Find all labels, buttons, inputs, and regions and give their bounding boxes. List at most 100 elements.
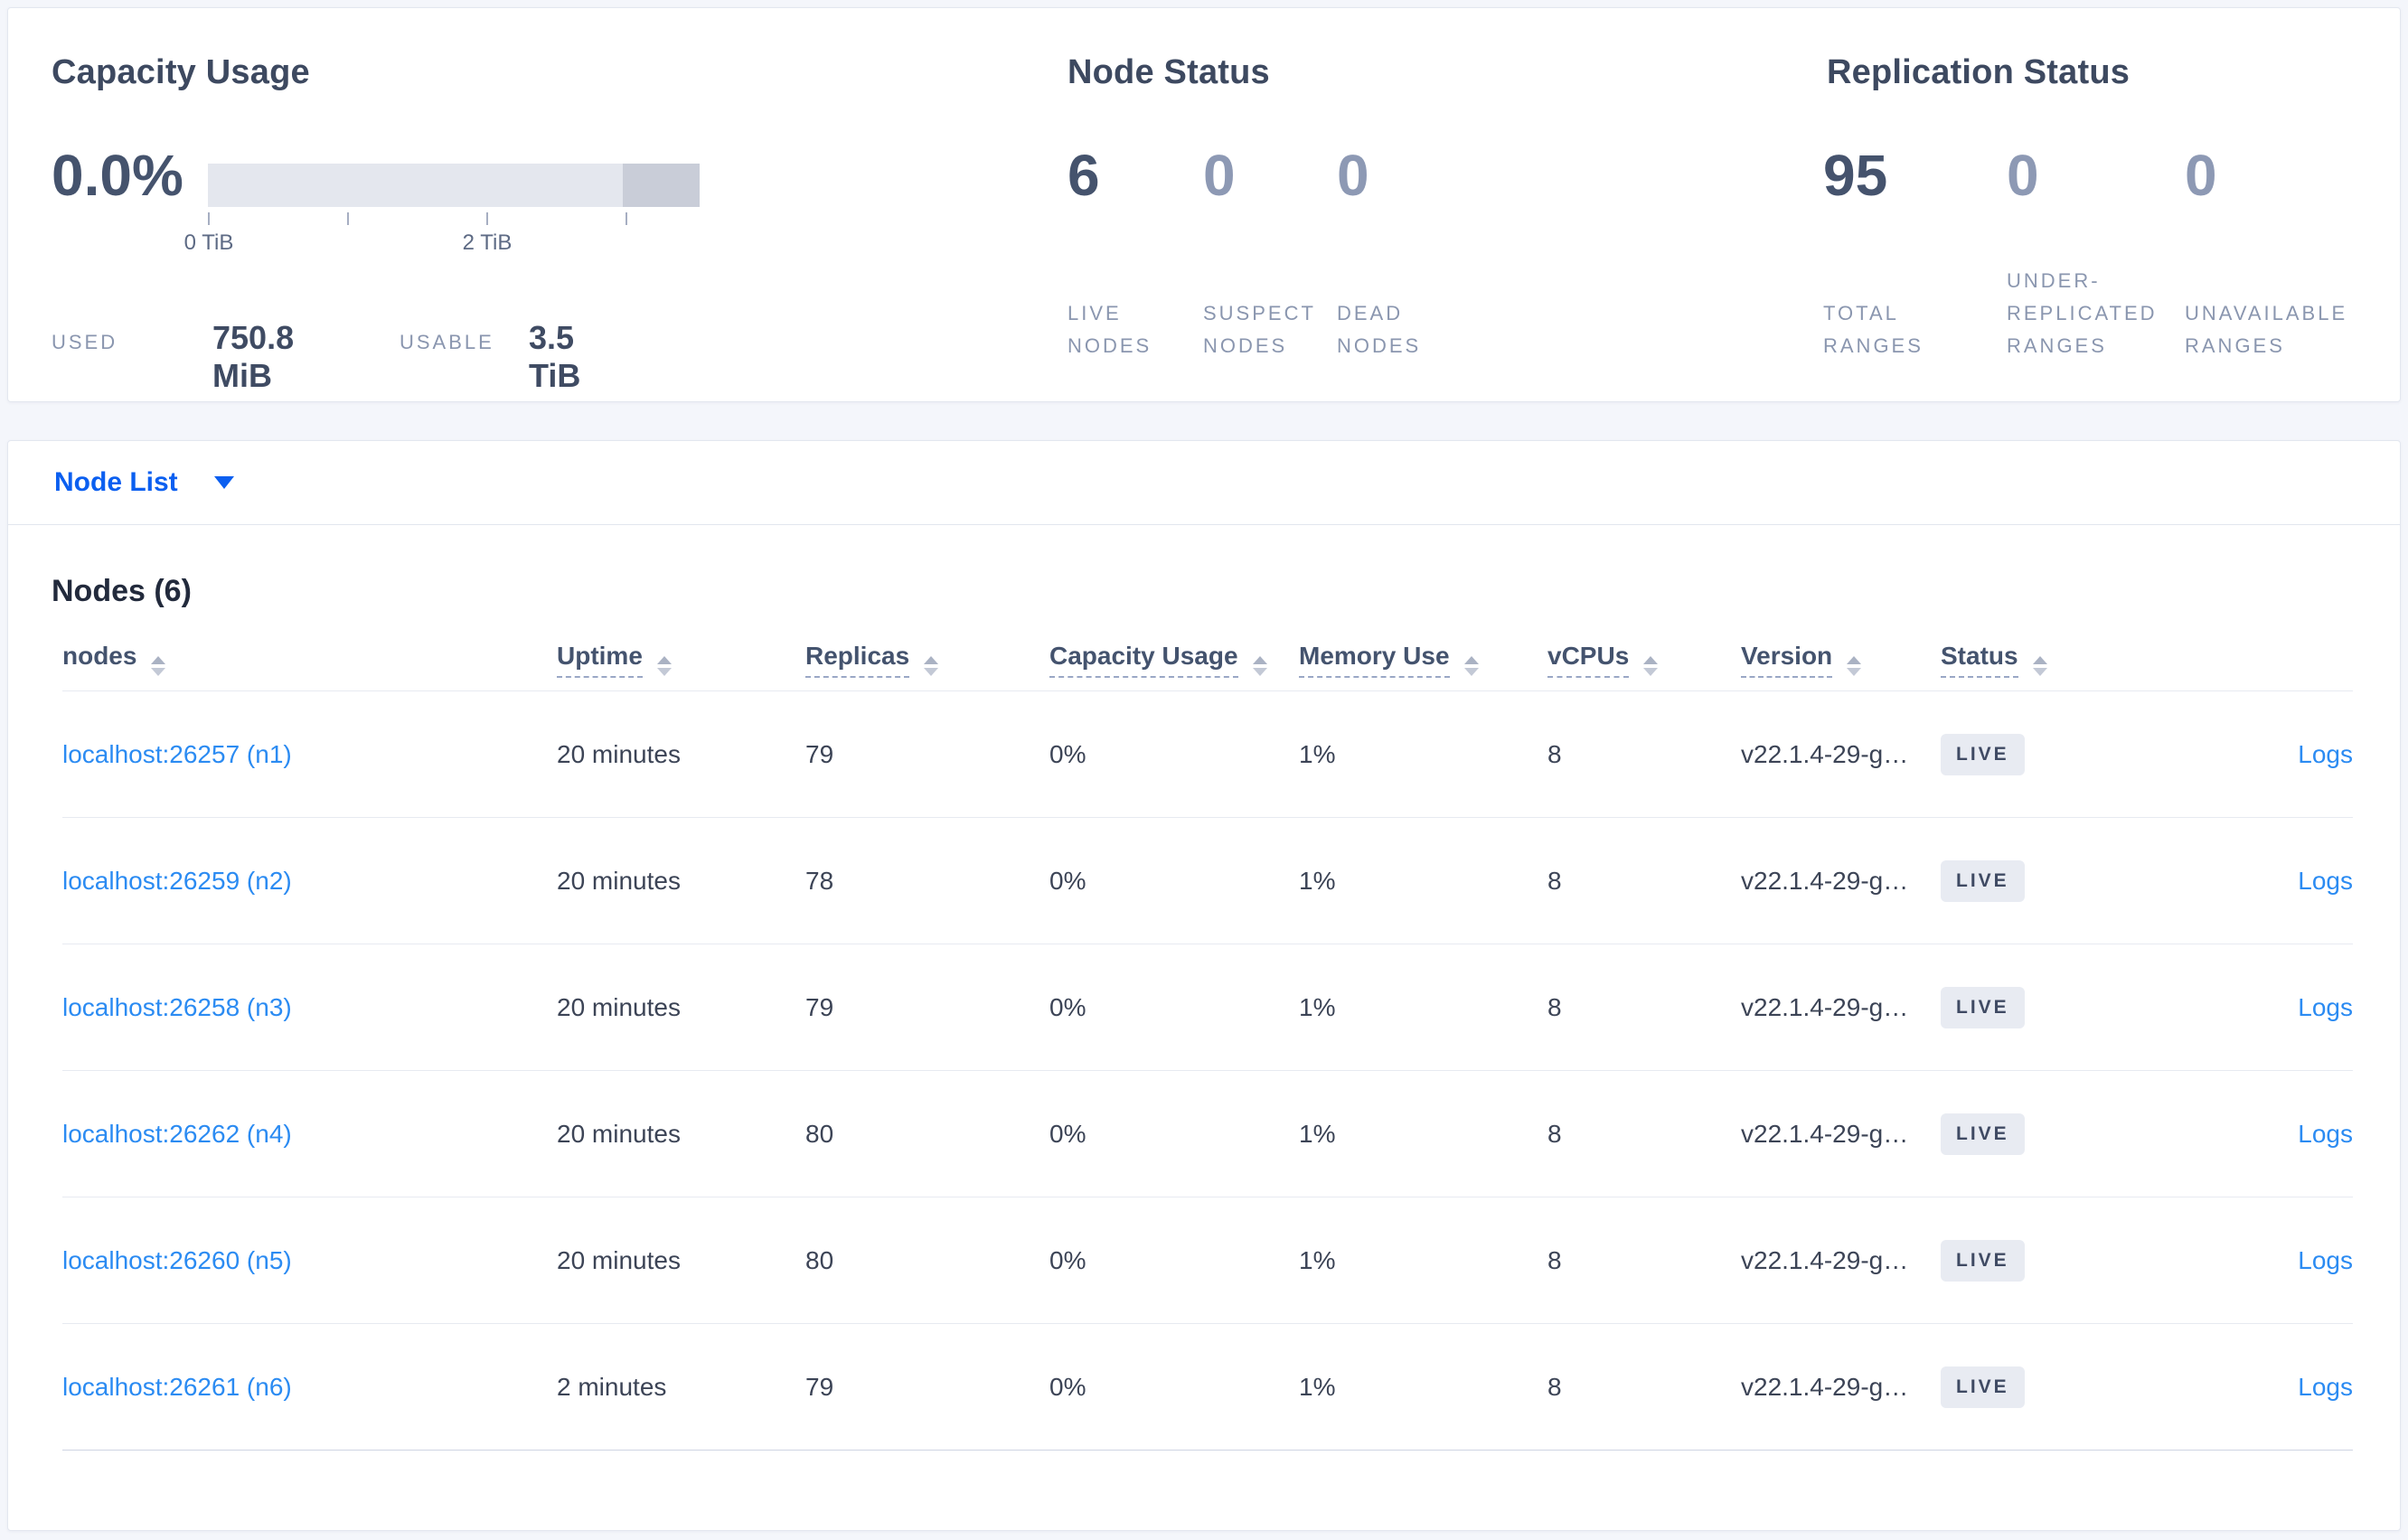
sort-icon xyxy=(924,656,939,676)
used-label: USED xyxy=(52,331,118,353)
node-link-n6[interactable]: localhost:26261 (n6) xyxy=(62,1372,292,1401)
logs-link-n1[interactable]: Logs xyxy=(2298,739,2353,768)
node-status-title: Node Status xyxy=(1068,53,1270,91)
column-header-replicas[interactable]: Replicas xyxy=(805,642,1049,678)
status-badge: LIVE xyxy=(1941,1366,2025,1408)
capacity-usage-cell: 0% xyxy=(1049,992,1086,1021)
under-replicated-value: 0 xyxy=(2007,143,2039,208)
capacity-tick-1 xyxy=(347,212,349,225)
dead-nodes-label: DEAD NODES xyxy=(1337,302,1422,357)
memory-use-cell: 1% xyxy=(1299,1372,1336,1401)
capacity-bar: 0 TiB 2 TiB xyxy=(184,164,700,255)
uptime-cell: 2 minutes xyxy=(557,1372,667,1401)
capacity-usage-cell: 0% xyxy=(1049,866,1086,895)
uptime-cell: 20 minutes xyxy=(557,739,681,768)
capacity-tick-2 xyxy=(486,212,488,225)
version-cell: v22.1.4-29-g… xyxy=(1741,739,1909,768)
logs-link-n3[interactable]: Logs xyxy=(2298,992,2353,1021)
status-badge: LIVE xyxy=(1941,733,2025,775)
memory-use-cell: 1% xyxy=(1299,739,1336,768)
logs-link-n4[interactable]: Logs xyxy=(2298,1119,2353,1148)
node-list-panel: Node List Nodes (6) nodes Uptime Replica… xyxy=(7,440,2401,1531)
node-link-n5[interactable]: localhost:26260 (n5) xyxy=(62,1245,292,1274)
node-link-n4[interactable]: localhost:26262 (n4) xyxy=(62,1119,292,1148)
node-link-n1[interactable]: localhost:26257 (n1) xyxy=(62,739,292,768)
sort-icon xyxy=(1847,656,1862,676)
uptime-cell: 20 minutes xyxy=(557,866,681,895)
capacity-usage-title: Capacity Usage xyxy=(52,53,310,91)
usable-label: USABLE xyxy=(400,331,494,353)
node-row-n1: localhost:26257 (n1) 20 minutes 79 0% 1%… xyxy=(62,691,2353,818)
view-selector-row: Node List xyxy=(8,441,2400,525)
sort-icon xyxy=(1643,656,1659,676)
status-badge: LIVE xyxy=(1941,1239,2025,1282)
node-row-n4: localhost:26262 (n4) 20 minutes 80 0% 1%… xyxy=(62,1071,2353,1197)
nodes-table-header: nodes Uptime Replicas Capacity Usage Mem… xyxy=(62,642,2353,691)
status-badge: LIVE xyxy=(1941,986,2025,1028)
sort-icon xyxy=(2032,656,2047,676)
sort-icon xyxy=(1252,656,1267,676)
vcpus-cell: 8 xyxy=(1547,992,1562,1021)
unavailable-ranges-label: UNAVAILABLE RANGES xyxy=(2185,302,2348,357)
logs-link-n2[interactable]: Logs xyxy=(2298,866,2353,895)
version-cell: v22.1.4-29-g… xyxy=(1741,1119,1909,1148)
uptime-cell: 20 minutes xyxy=(557,992,681,1021)
column-header-nodes[interactable]: nodes xyxy=(62,642,557,676)
sort-icon xyxy=(656,656,672,676)
replicas-cell: 79 xyxy=(805,739,834,768)
node-link-n2[interactable]: localhost:26259 (n2) xyxy=(62,866,292,895)
replicas-cell: 79 xyxy=(805,1372,834,1401)
nodes-count-heading: Nodes (6) xyxy=(52,574,192,608)
vcpus-cell: 8 xyxy=(1547,866,1562,895)
column-header-version[interactable]: Version xyxy=(1741,642,1941,678)
replicas-cell: 78 xyxy=(805,866,834,895)
replicas-cell: 80 xyxy=(805,1119,834,1148)
suspect-nodes-value: 0 xyxy=(1203,143,1236,208)
capacity-tick-label-0: 0 TiB xyxy=(183,230,234,255)
used-value: 750.8 MiB xyxy=(212,319,295,394)
nodes-table: nodes Uptime Replicas Capacity Usage Mem… xyxy=(62,642,2353,1451)
node-row-n3: localhost:26258 (n3) 20 minutes 79 0% 1%… xyxy=(62,944,2353,1071)
vcpus-cell: 8 xyxy=(1547,1119,1562,1148)
replication-numbers: 95 0 0 xyxy=(1823,142,2384,209)
logs-link-n5[interactable]: Logs xyxy=(2298,1245,2353,1274)
column-header-capacity-usage[interactable]: Capacity Usage xyxy=(1049,642,1299,678)
capacity-usage-cell: 0% xyxy=(1049,1372,1086,1401)
column-header-vcpus[interactable]: vCPUs xyxy=(1547,642,1741,678)
status-badge: LIVE xyxy=(1941,1113,2025,1155)
total-ranges-value: 95 xyxy=(1823,143,1888,208)
column-header-memory-use[interactable]: Memory Use xyxy=(1299,642,1547,678)
replication-status-title: Replication Status xyxy=(1827,53,2131,91)
memory-use-cell: 1% xyxy=(1299,866,1336,895)
node-row-n5: localhost:26260 (n5) 20 minutes 80 0% 1%… xyxy=(62,1197,2353,1324)
vcpus-cell: 8 xyxy=(1547,739,1562,768)
capacity-tick-label-2: 2 TiB xyxy=(462,230,513,255)
node-status-numbers: 6 0 0 xyxy=(1068,142,1481,209)
logs-link-n6[interactable]: Logs xyxy=(2298,1372,2353,1401)
node-status-labels: LIVE NODES SUSPECT NODES DEAD NODES xyxy=(1068,263,1481,362)
suspect-nodes-label: SUSPECT NODES xyxy=(1203,302,1316,357)
column-header-status[interactable]: Status xyxy=(1941,642,2134,678)
replicas-cell: 80 xyxy=(805,1245,834,1274)
sort-icon xyxy=(151,656,166,676)
live-nodes-label: LIVE NODES xyxy=(1068,302,1152,357)
node-link-n3[interactable]: localhost:26258 (n3) xyxy=(62,992,292,1021)
node-list-dropdown-label: Node List xyxy=(54,467,178,497)
capacity-tick-0 xyxy=(208,212,210,225)
capacity-usage-cell: 0% xyxy=(1049,1245,1086,1274)
replication-labels: TOTAL RANGES UNDER-REPLICATED RANGES UNA… xyxy=(1823,254,2384,362)
cluster-summary-panel: Capacity Usage 0.0% 0 TiB 2 TiB USED 750… xyxy=(7,7,2401,402)
uptime-cell: 20 minutes xyxy=(557,1245,681,1274)
sort-icon xyxy=(1463,656,1479,676)
live-nodes-value: 6 xyxy=(1068,143,1100,208)
unavailable-ranges-value: 0 xyxy=(2185,143,2217,208)
capacity-bar-reserved-segment xyxy=(623,164,700,207)
version-cell: v22.1.4-29-g… xyxy=(1741,992,1909,1021)
version-cell: v22.1.4-29-g… xyxy=(1741,1245,1909,1274)
node-list-dropdown[interactable]: Node List xyxy=(54,467,234,498)
capacity-bar-track xyxy=(208,164,700,207)
vcpus-cell: 8 xyxy=(1547,1372,1562,1401)
dead-nodes-value: 0 xyxy=(1337,143,1369,208)
node-row-n2: localhost:26259 (n2) 20 minutes 78 0% 1%… xyxy=(62,818,2353,944)
column-header-uptime[interactable]: Uptime xyxy=(557,642,805,678)
